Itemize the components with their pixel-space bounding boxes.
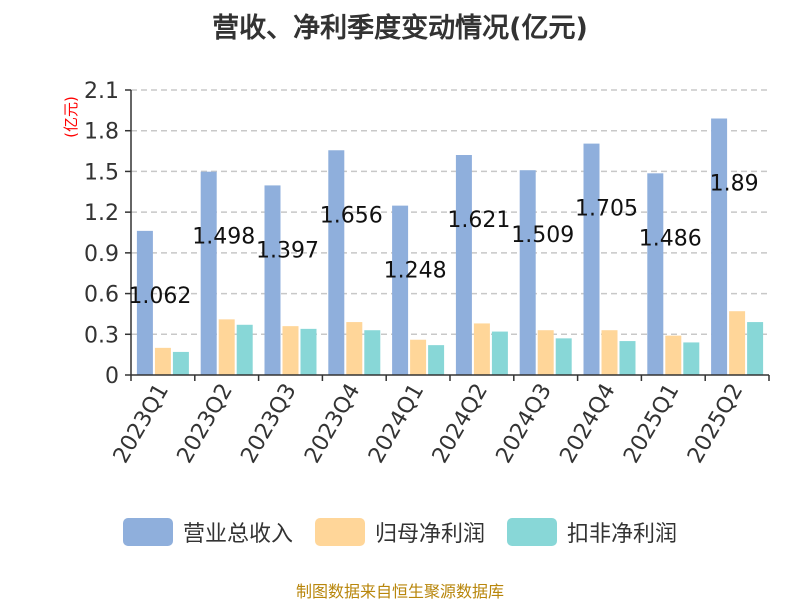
data-label: 1.486 (639, 226, 702, 251)
data-label: 1.89 (710, 172, 759, 197)
bar-2-2024Q1 (410, 339, 427, 375)
bar-3-2024Q4 (619, 341, 636, 375)
bars (136, 118, 764, 375)
legend-label: 扣非净利润 (567, 522, 678, 547)
x-tick-label: 2023Q2 (173, 380, 238, 468)
bar-2-2025Q2 (729, 311, 746, 375)
x-tick-label: 2024Q4 (555, 380, 620, 468)
legend-swatch (314, 518, 365, 546)
data-label: 1.656 (320, 203, 383, 228)
bar-1-2025Q1 (647, 173, 664, 375)
bar-3-2024Q3 (555, 338, 572, 375)
legend-item[interactable]: 归母净利润 (314, 516, 485, 548)
bar-3-2023Q3 (300, 328, 317, 375)
y-tick-label: 0.9 (84, 242, 119, 267)
legend-label: 归母净利润 (374, 522, 485, 547)
bar-1-2024Q1 (392, 205, 409, 375)
y-tick-label: 1.8 (84, 120, 119, 145)
bar-2-2024Q2 (473, 323, 490, 375)
bar-3-2025Q1 (683, 342, 700, 375)
legend: 营业总收入 归母净利润 扣非净利润 (0, 516, 800, 548)
bar-1-2024Q2 (455, 155, 472, 375)
bar-2-2025Q1 (665, 335, 682, 375)
y-axis-label: (亿元) (62, 96, 80, 138)
data-label: 1.705 (575, 197, 638, 222)
data-label: 1.498 (192, 225, 255, 250)
legend-label: 营业总收入 (182, 522, 293, 547)
y-tick-label: 2.1 (84, 79, 119, 104)
bar-2-2024Q3 (537, 330, 554, 375)
bar-3-2023Q2 (236, 324, 253, 375)
y-tick-label: 1.5 (84, 160, 119, 185)
bar-3-2023Q1 (172, 351, 189, 375)
x-tick-label: 2024Q3 (492, 380, 557, 468)
x-tick-label: 2025Q2 (683, 380, 748, 468)
bar-2-2023Q2 (218, 319, 235, 375)
bar-1-2023Q1 (136, 230, 153, 375)
legend-swatch (507, 518, 557, 546)
bar-2-2024Q4 (601, 330, 618, 375)
bar-2-2023Q3 (282, 326, 299, 375)
bar-1-2024Q4 (583, 143, 600, 375)
bar-1-2024Q3 (519, 170, 536, 375)
bar-3-2024Q2 (491, 331, 508, 375)
bar-1-2023Q2 (200, 171, 217, 375)
legend-swatch (122, 518, 173, 546)
bar-2-2023Q1 (154, 347, 171, 375)
x-tick-label: 2023Q1 (109, 380, 174, 468)
bar-3-2024Q1 (428, 345, 445, 375)
legend-item[interactable]: 营业总收入 (122, 516, 293, 548)
source-note: 制图数据来自恒生聚源数据库 (295, 582, 504, 601)
x-tick-label: 2023Q4 (300, 380, 365, 468)
bar-3-2023Q4 (364, 330, 381, 375)
x-tick-label: 2023Q3 (236, 380, 301, 468)
x-tick-label: 2024Q2 (428, 380, 493, 468)
y-tick-label: 0.6 (84, 283, 119, 308)
bar-1-2023Q3 (264, 185, 281, 375)
data-label: 1.397 (256, 238, 319, 263)
bar-2-2023Q4 (346, 322, 363, 375)
y-tick-label: 0 (105, 364, 119, 389)
bar-1-2025Q2 (711, 118, 728, 375)
data-label: 1.509 (511, 223, 574, 248)
bar-1-2023Q4 (328, 150, 345, 375)
y-tick-label: 1.2 (84, 201, 119, 226)
data-label: 1.062 (128, 284, 191, 309)
y-tick-label: 0.3 (84, 323, 119, 348)
data-label: 1.248 (384, 259, 447, 284)
data-label: 1.621 (447, 208, 510, 233)
x-tick-label: 2025Q1 (619, 380, 684, 468)
chart-title: 营收、净利季度变动情况(亿元) (212, 13, 588, 44)
bar-3-2025Q2 (747, 322, 764, 375)
legend-item[interactable]: 扣非净利润 (507, 516, 677, 548)
x-tick-label: 2024Q1 (364, 380, 429, 468)
